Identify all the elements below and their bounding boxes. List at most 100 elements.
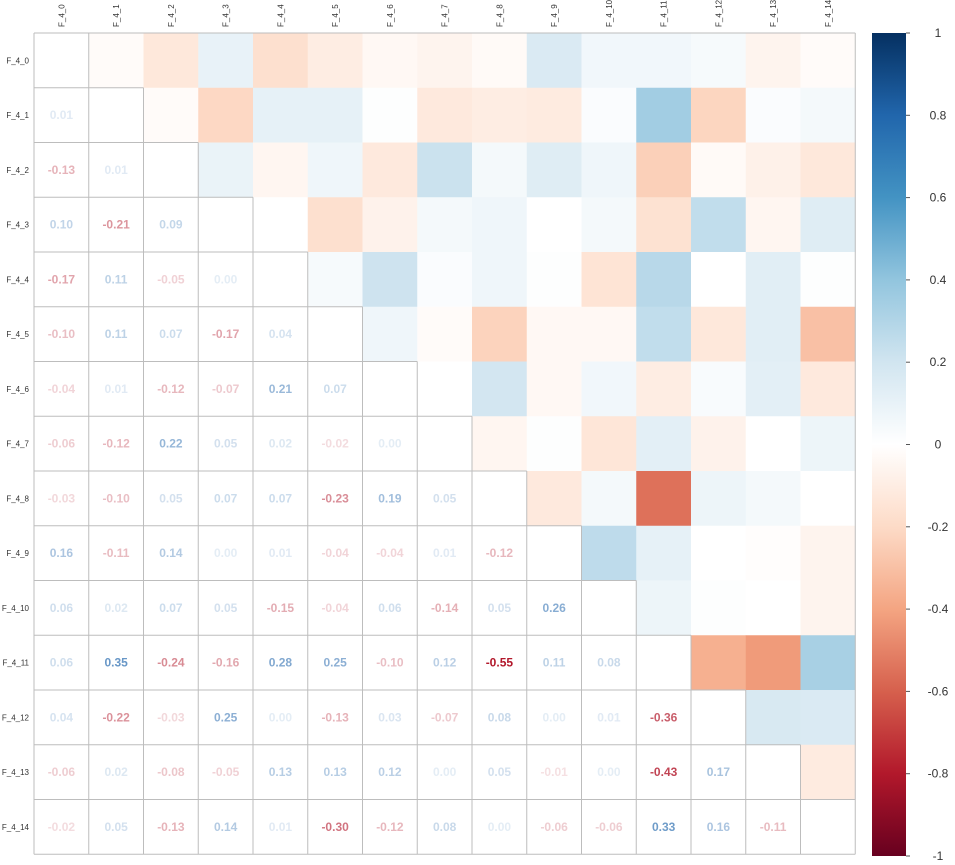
heatmap-cell	[526, 252, 582, 308]
column-label: F_4_2	[167, 4, 176, 27]
cell-value-label: 0.16	[707, 820, 731, 834]
column-label: F_4_11	[660, 0, 669, 27]
cell-value-label: 0.05	[488, 601, 512, 615]
heatmap-cell	[472, 87, 528, 143]
row-label: F_4_2	[6, 166, 29, 175]
cell-value-label: -0.07	[431, 710, 459, 724]
cell-value-label: -0.13	[48, 163, 76, 177]
heatmap-cell	[581, 361, 637, 417]
cell-value-label: 0.05	[214, 437, 238, 451]
heatmap-cell	[636, 580, 692, 636]
heatmap-cell	[362, 87, 418, 143]
heatmap-cell	[745, 525, 801, 581]
heatmap-cell	[472, 142, 528, 198]
heatmap-grid	[33, 32, 856, 855]
cell-value-label: 0.25	[214, 710, 238, 724]
heatmap-cell	[417, 87, 473, 143]
cell-value-label: 0.05	[214, 601, 238, 615]
cell-value-label: 0.06	[50, 601, 74, 615]
cell-value-label: 0.00	[597, 765, 621, 779]
heatmap-cell	[636, 33, 692, 89]
cell-value-label: -0.02	[321, 437, 349, 451]
cell-value-label: 0.01	[104, 382, 128, 396]
heatmap-cell	[526, 33, 582, 89]
heatmap-cell	[800, 87, 856, 143]
colorbar-tick-label: 0.2	[930, 355, 947, 369]
column-label: F_4_5	[331, 4, 340, 27]
heatmap-cell	[362, 33, 418, 89]
cell-value-label: -0.10	[376, 656, 404, 670]
column-label: F_4_8	[495, 4, 504, 27]
heatmap-cell	[800, 306, 856, 362]
heatmap-cell	[636, 471, 692, 527]
cell-value-label: -0.17	[212, 327, 240, 341]
heatmap-cell	[800, 690, 856, 746]
cell-value-label: 0.07	[159, 327, 183, 341]
cell-value-label: 0.17	[707, 765, 731, 779]
cell-value-label: -0.12	[486, 546, 514, 560]
heatmap-cell	[362, 252, 418, 308]
cell-value-label: 0.00	[214, 546, 238, 560]
cell-value-label: 0.33	[652, 820, 676, 834]
column-label: F_4_3	[222, 4, 231, 27]
heatmap-cell	[581, 197, 637, 253]
heatmap-cell	[417, 306, 473, 362]
cell-value-label: 0.02	[269, 437, 293, 451]
cell-value-label: -0.03	[157, 710, 185, 724]
heatmap-cell	[198, 142, 254, 198]
heatmap-cell	[526, 471, 582, 527]
cell-value-label: -0.21	[102, 218, 130, 232]
heatmap-cell	[253, 197, 309, 253]
cell-value-label: 0.04	[269, 327, 293, 341]
heatmap-cell	[307, 87, 363, 143]
heatmap-cell	[745, 471, 801, 527]
cell-value-label: 0.12	[433, 656, 457, 670]
row-label: F_4_7	[6, 440, 29, 449]
cell-value-label: -0.10	[48, 327, 76, 341]
heatmap-cell	[581, 306, 637, 362]
heatmap-cell	[800, 580, 856, 636]
cell-value-label: 0.13	[269, 765, 293, 779]
colorbar-tick-label: -1	[933, 849, 944, 863]
cell-value-label: -0.16	[212, 656, 240, 670]
heatmap-cell	[198, 33, 254, 89]
heatmap-cell	[691, 471, 747, 527]
cell-value-label: -0.36	[650, 710, 678, 724]
heatmap-cell	[691, 142, 747, 198]
cell-value-label: 0.08	[488, 710, 512, 724]
cell-value-label: 0.00	[378, 437, 402, 451]
heatmap-cell	[472, 252, 528, 308]
row-label: F_4_6	[6, 385, 29, 394]
colorbar-tick-label: 0.8	[930, 108, 947, 122]
heatmap-cell	[307, 252, 363, 308]
cell-value-label: -0.23	[321, 491, 349, 505]
cell-value-label: -0.17	[48, 272, 76, 286]
cell-value-label: 0.28	[269, 656, 293, 670]
cell-value-label: -0.22	[102, 710, 130, 724]
heatmap-cell	[745, 33, 801, 89]
heatmap-cell	[745, 197, 801, 253]
column-label: F_4_4	[276, 4, 285, 27]
heatmap-cell	[636, 361, 692, 417]
heatmap-cell	[745, 635, 801, 691]
column-label: F_4_13	[769, 0, 778, 27]
heatmap-cell	[800, 471, 856, 527]
heatmap-cell	[581, 416, 637, 472]
cell-value-label: -0.11	[760, 820, 787, 834]
cell-value-label: -0.13	[157, 820, 185, 834]
heatmap-cell	[253, 87, 309, 143]
heatmap-cell	[417, 252, 473, 308]
cell-value-label: -0.04	[48, 382, 76, 396]
heatmap-cell	[581, 525, 637, 581]
cell-value-label: 0.05	[104, 820, 128, 834]
heatmap-cell	[581, 252, 637, 308]
cell-value-label: 0.22	[159, 437, 183, 451]
heatmap-cell	[691, 635, 747, 691]
heatmap-cell	[636, 252, 692, 308]
heatmap-cell	[745, 690, 801, 746]
heatmap-cell	[198, 87, 254, 143]
heatmap-cell	[800, 252, 856, 308]
column-labels: F_4_0 F_4_1 F_4_2 F_4_3 F_4_4 F_4_5 F_4_6 F_4_7…	[57, 0, 833, 27]
colorbar-tick-label: -0.8	[928, 767, 949, 781]
